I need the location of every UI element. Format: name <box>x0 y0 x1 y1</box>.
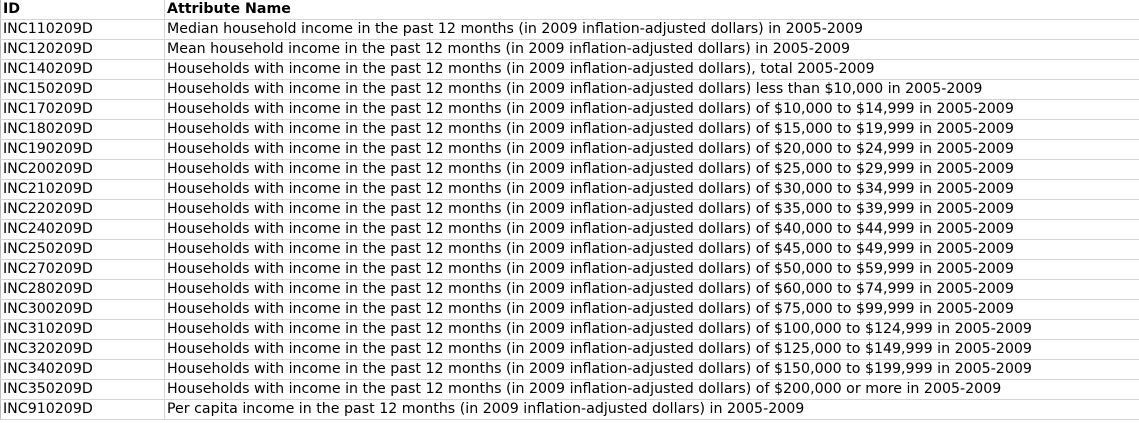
table-row: INC340209D Households with income in the… <box>0 359 1139 380</box>
table-row: INC180209D Households with income in the… <box>0 119 1139 140</box>
table-row: INC120209D Mean household income in the … <box>0 39 1139 60</box>
cell-attribute-name[interactable]: Households with income in the past 12 mo… <box>164 339 1139 360</box>
table-row: INC220209D Households with income in the… <box>0 199 1139 220</box>
cell-id[interactable]: INC320209D <box>0 339 165 360</box>
cell-id[interactable]: INC300209D <box>0 299 165 320</box>
cell-attribute-name[interactable]: Households with income in the past 12 mo… <box>164 219 1139 240</box>
cell-attribute-name[interactable]: Households with income in the past 12 mo… <box>164 119 1139 140</box>
cell-attribute-name[interactable]: Households with income in the past 12 mo… <box>164 259 1139 280</box>
cell-id[interactable]: INC210209D <box>0 179 165 200</box>
cell-attribute-name[interactable]: Households with income in the past 12 mo… <box>164 179 1139 200</box>
cell-id[interactable]: INC340209D <box>0 359 165 380</box>
cell-attribute-name[interactable]: Median household income in the past 12 m… <box>164 19 1139 40</box>
cell-id[interactable]: INC180209D <box>0 119 165 140</box>
table-row: INC200209D Households with income in the… <box>0 159 1139 180</box>
cell-attribute-name[interactable]: Households with income in the past 12 mo… <box>164 159 1139 180</box>
cell-attribute-name[interactable]: Per capita income in the past 12 months … <box>164 399 1139 420</box>
table-row: INC320209D Households with income in the… <box>0 339 1139 360</box>
cell-id[interactable]: INC150209D <box>0 79 165 100</box>
cell-id[interactable]: INC220209D <box>0 199 165 220</box>
table-row: INC310209D Households with income in the… <box>0 319 1139 340</box>
header-id[interactable]: ID <box>0 0 165 20</box>
table-row: INC190209D Households with income in the… <box>0 139 1139 160</box>
cell-attribute-name[interactable]: Households with income in the past 12 mo… <box>164 199 1139 220</box>
table-row: INC910209D Per capita income in the past… <box>0 399 1139 420</box>
cell-attribute-name[interactable]: Households with income in the past 12 mo… <box>164 79 1139 100</box>
cell-id[interactable]: INC350209D <box>0 379 165 400</box>
cell-id[interactable]: INC200209D <box>0 159 165 180</box>
table-row: INC300209D Households with income in the… <box>0 299 1139 320</box>
header-attribute-name[interactable]: Attribute Name <box>164 0 1139 20</box>
cell-attribute-name[interactable]: Households with income in the past 12 mo… <box>164 319 1139 340</box>
table-row: INC270209D Households with income in the… <box>0 259 1139 280</box>
table-row: INC140209D Households with income in the… <box>0 59 1139 80</box>
cell-id[interactable]: INC140209D <box>0 59 165 80</box>
table-row: INC240209D Households with income in the… <box>0 219 1139 240</box>
table-row: INC150209D Households with income in the… <box>0 79 1139 100</box>
cell-id[interactable]: INC310209D <box>0 319 165 340</box>
cell-id[interactable]: INC120209D <box>0 39 165 60</box>
cell-attribute-name[interactable]: Mean household income in the past 12 mon… <box>164 39 1139 60</box>
cell-id[interactable]: INC240209D <box>0 219 165 240</box>
cell-id[interactable]: INC910209D <box>0 399 165 420</box>
table-row: INC170209D Households with income in the… <box>0 99 1139 120</box>
table-row: INC280209D Households with income in the… <box>0 279 1139 300</box>
cell-id[interactable]: INC250209D <box>0 239 165 260</box>
table-row: INC350209D Households with income in the… <box>0 379 1139 400</box>
table-row: INC210209D Households with income in the… <box>0 179 1139 200</box>
cell-attribute-name[interactable]: Households with income in the past 12 mo… <box>164 279 1139 300</box>
cell-id[interactable]: INC280209D <box>0 279 165 300</box>
cell-id[interactable]: INC110209D <box>0 19 165 40</box>
cell-id[interactable]: INC190209D <box>0 139 165 160</box>
cell-attribute-name[interactable]: Households with income in the past 12 mo… <box>164 299 1139 320</box>
cell-attribute-name[interactable]: Households with income in the past 12 mo… <box>164 379 1139 400</box>
cell-attribute-name[interactable]: Households with income in the past 12 mo… <box>164 239 1139 260</box>
cell-id[interactable]: INC170209D <box>0 99 165 120</box>
cell-attribute-name[interactable]: Households with income in the past 12 mo… <box>164 359 1139 380</box>
cell-attribute-name[interactable]: Households with income in the past 12 mo… <box>164 99 1139 120</box>
cell-attribute-name[interactable]: Households with income in the past 12 mo… <box>164 139 1139 160</box>
header-row: ID Attribute Name <box>0 0 1139 20</box>
cell-attribute-name[interactable]: Households with income in the past 12 mo… <box>164 59 1139 80</box>
cell-id[interactable]: INC270209D <box>0 259 165 280</box>
table-row: INC250209D Households with income in the… <box>0 239 1139 260</box>
table-row: INC110209D Median household income in th… <box>0 19 1139 40</box>
